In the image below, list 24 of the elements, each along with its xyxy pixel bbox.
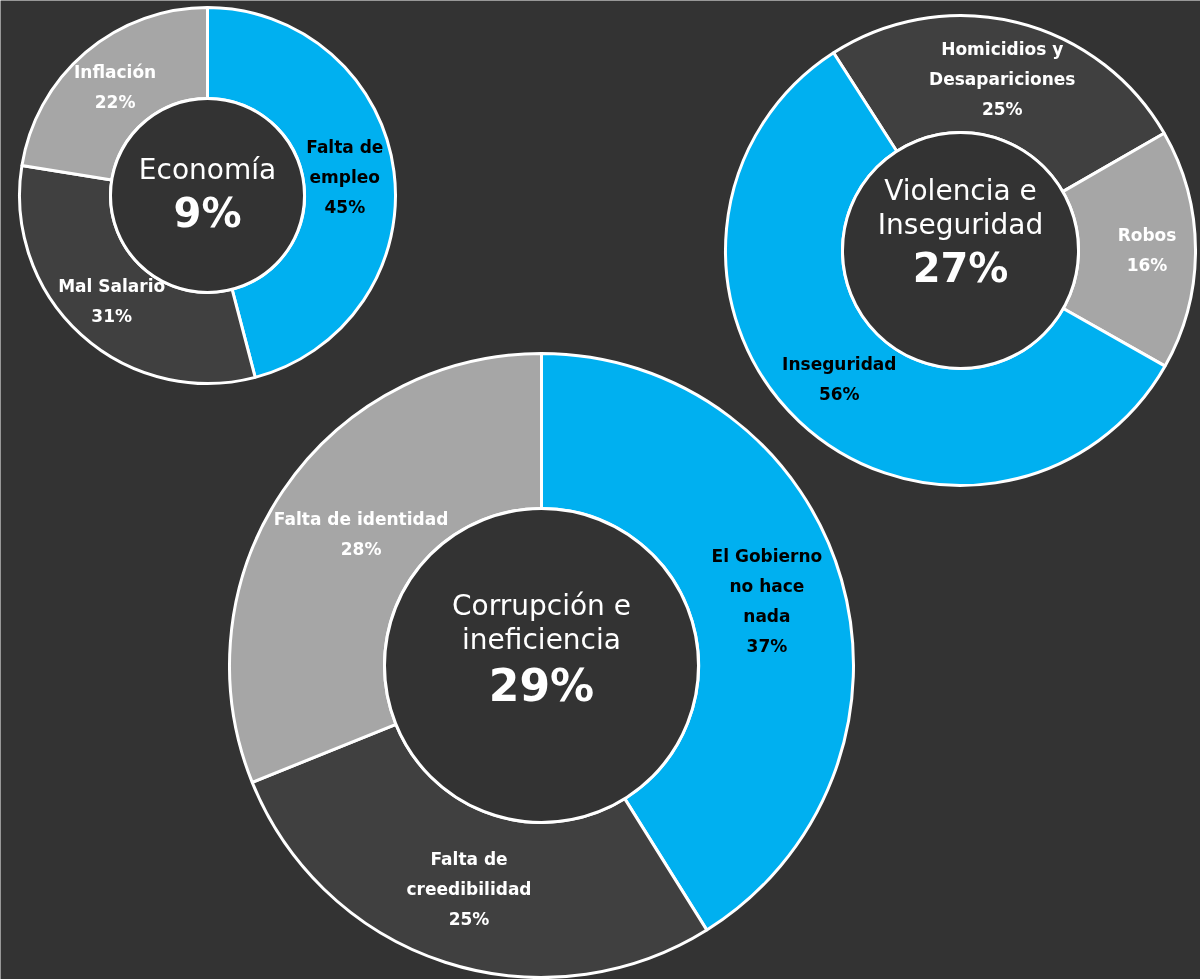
slice-label: Falta de identidad bbox=[273, 509, 449, 530]
data-label: 28% bbox=[340, 539, 382, 560]
text: Corrupción e ineficiencia bbox=[452, 588, 631, 656]
slice-label: El Gobierno no hace nada bbox=[711, 545, 823, 626]
data-label: 25% bbox=[448, 908, 490, 929]
slice-label: Inseguridad bbox=[782, 353, 897, 374]
slice-label: Falta de creedibilidad bbox=[406, 848, 532, 899]
slice-label: Homicidios y Desapariciones bbox=[929, 39, 1076, 90]
slice-label: Falta de empleo bbox=[306, 137, 384, 188]
slice-label: Inflación bbox=[74, 61, 157, 82]
data-label: 16% bbox=[1126, 254, 1168, 275]
data-label: 45% bbox=[324, 197, 366, 218]
data-label: 22% bbox=[94, 91, 136, 112]
text: 27% bbox=[912, 244, 1009, 291]
text: 9% bbox=[173, 189, 242, 236]
text: Violencia e Inseguridad bbox=[877, 173, 1044, 241]
slice-label: Robos bbox=[1117, 224, 1177, 245]
data-label: 37% bbox=[746, 635, 788, 656]
data-label: 56% bbox=[818, 383, 860, 404]
data-label: 25% bbox=[981, 99, 1023, 120]
text: Economía bbox=[138, 152, 277, 186]
text: 29% bbox=[488, 659, 595, 711]
data-label: 31% bbox=[91, 305, 133, 326]
slice-label: Mal Salario bbox=[58, 275, 166, 296]
